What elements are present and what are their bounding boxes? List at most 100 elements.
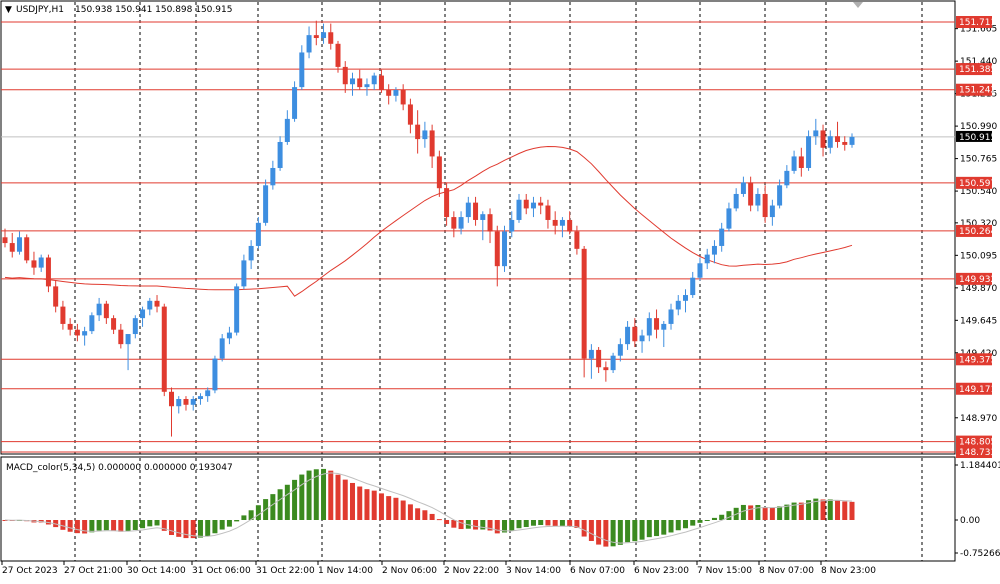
price-tick-label: 150.990 [960,122,997,132]
candle-body [436,156,442,189]
candle [835,121,841,148]
level-tag: 149.171 [956,382,996,395]
candle [632,318,638,348]
candle [719,222,725,252]
macd-bar [335,474,341,520]
candle [67,318,73,336]
level-tag-text: 150.264 [959,227,996,237]
candle-body [349,78,355,85]
candle-body [697,263,703,278]
candle [559,217,565,238]
macd-bar [487,520,493,531]
candle-body [226,332,232,339]
candle-body [140,309,146,319]
level-tag: 148.805 [956,435,996,448]
one-click-trading-icon[interactable] [853,2,863,8]
candle [581,245,587,378]
macd-bar [617,520,623,545]
candle [444,182,450,226]
price-tick-label: 150.095 [960,251,997,261]
macd-bar [813,498,819,520]
price-tick-label: 150.320 [960,219,997,229]
macd-bar [161,520,167,531]
candle-body [559,219,565,226]
macd-bar [798,502,804,520]
macd-bar [726,511,732,520]
candle [690,271,696,298]
macd-bar [516,520,522,529]
candle-body [386,90,392,96]
candle-body [357,78,363,88]
macd-bar [284,484,290,520]
candle [407,98,413,134]
candle-body [798,156,804,168]
macd-bar [668,520,674,533]
candle [169,387,175,437]
candle [545,199,551,229]
candle [849,133,855,148]
macd-bar [82,520,88,534]
candle-body [154,300,160,307]
candle [226,326,232,345]
collapse-arrow-icon[interactable]: ▼ [5,5,12,15]
time-tick-label: 1 Nov 14:00 [318,566,373,576]
candle [125,334,131,371]
horizontal-levels[interactable] [1,21,955,453]
macd-bar [60,520,66,530]
candle-body [596,349,602,368]
candle-body [719,228,725,246]
macd-bar [118,520,124,532]
symbol-label: USDJPY,H1 [16,5,64,15]
level-tag: 149.375 [956,353,996,366]
candle [769,199,775,226]
candle [502,225,508,272]
candle [639,329,645,353]
candle [183,396,189,411]
macd-bar [704,520,710,521]
candle [2,228,8,248]
price-tick-label: 151.440 [960,57,997,67]
candle [726,202,732,232]
level-tag: 151.385 [956,63,996,76]
macd-histogram [2,468,855,547]
level-tag: 148.733 [956,446,996,458]
candle [31,251,37,275]
candle-body [769,205,775,218]
candle-body [451,217,457,229]
candle [791,150,797,174]
macd-bar [176,520,182,537]
candle-body [118,329,124,345]
candle [827,130,833,154]
candle [777,179,783,209]
macd-bar [755,505,761,520]
level-tag-text: 148.733 [959,448,996,458]
candle-body [639,335,645,342]
candle-body [415,124,421,140]
candle-body [610,355,616,371]
candle-body [625,326,631,345]
macd-bar [842,501,848,520]
candle [697,257,703,281]
candle-body [422,130,428,140]
candle [487,208,493,244]
macd-bar [357,486,363,520]
candle [357,69,363,91]
macd-bar [646,520,652,538]
candle [625,321,631,350]
macd-bar [661,520,667,535]
macd-bar [270,494,276,520]
macd-bar [169,520,175,536]
macd-bar [849,501,855,520]
candle [762,185,768,223]
candle-body [190,399,196,405]
macd-bar [111,520,117,531]
candle-body [849,136,855,145]
candles [2,20,855,437]
candle [465,196,471,223]
time-axis[interactable]: 27 Oct 2023 27 Oct 21:00 30 Oct 14:00 31 Oc… [1,561,876,576]
level-tag-text: 151.385 [959,65,996,75]
candle-body [806,136,812,168]
macd-bar [791,502,797,520]
candle [96,297,102,322]
